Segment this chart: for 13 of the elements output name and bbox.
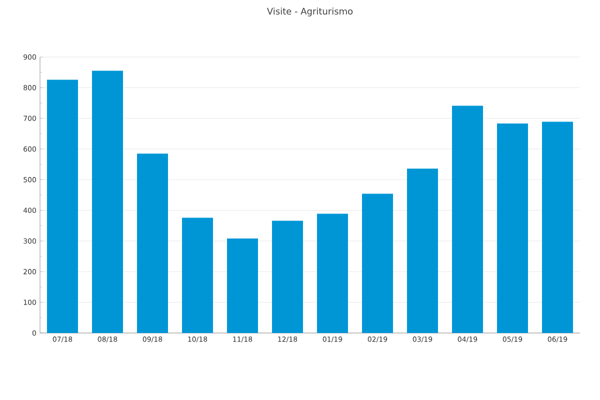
bar	[182, 218, 214, 333]
chart-title: Visite - Agriturismo	[266, 8, 353, 16]
bar	[497, 124, 528, 333]
bar	[317, 214, 348, 333]
bar	[47, 80, 78, 333]
bar	[542, 122, 574, 333]
bar	[137, 154, 168, 333]
bar	[272, 220, 303, 333]
bar	[452, 106, 484, 333]
bar	[227, 238, 258, 333]
bar	[362, 194, 393, 333]
bar	[407, 168, 438, 333]
bar	[92, 70, 124, 333]
